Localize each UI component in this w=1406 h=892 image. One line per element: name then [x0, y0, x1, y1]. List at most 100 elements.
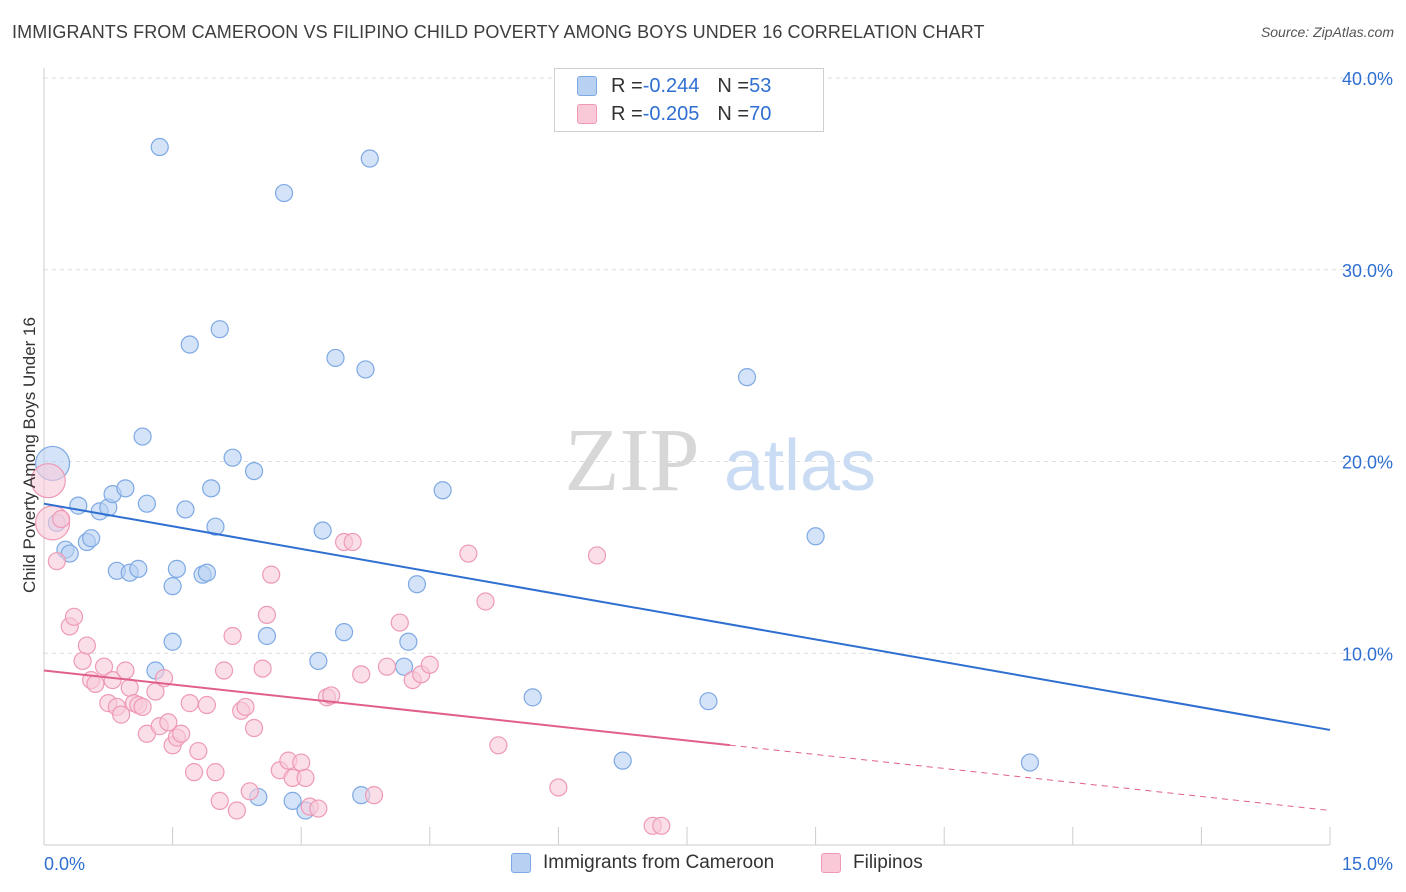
point-filipinos: [77, 636, 96, 655]
point-filipinos: [240, 782, 259, 801]
point-filipinos: [210, 791, 229, 810]
x-tick-label-min: 0.0%: [44, 854, 85, 874]
point-cameroon: [699, 692, 718, 711]
y-tick-label: 40.0%: [1342, 69, 1393, 89]
point-filipinos: [227, 801, 246, 820]
chart-title: IMMIGRANTS FROM CAMEROON VS FILIPINO CHI…: [12, 22, 985, 42]
point-cameroon: [326, 348, 345, 368]
trend-layer: [43, 502, 1331, 811]
legend-r-label: R =: [611, 102, 643, 125]
point-filipinos: [206, 763, 225, 782]
point-filipinos: [587, 546, 607, 565]
series-label-filipinos: Filipinos: [853, 852, 923, 873]
series-swatch-filipinos: [821, 853, 841, 873]
point-filipinos: [184, 763, 204, 782]
point-filipinos: [390, 613, 409, 632]
y-tick-label: 20.0%: [1342, 453, 1393, 473]
point-cameroon: [180, 335, 199, 354]
x-tick-label-max: 15.0%: [1342, 854, 1393, 874]
point-filipinos: [262, 565, 281, 584]
point-filipinos: [309, 799, 328, 818]
series-legend-filipinos[interactable]: Filipinos: [821, 852, 923, 874]
stats-legend: R = -0.244 N = 53 R = -0.205 N = 70: [554, 68, 824, 132]
trendline-filipinos: [43, 669, 730, 747]
y-tick-label: 10.0%: [1342, 644, 1393, 664]
point-cameroon: [806, 527, 825, 546]
point-filipinos: [116, 661, 135, 680]
trendline-filipinos-extension: [729, 744, 1331, 811]
points-layer: [30, 137, 1040, 835]
point-cameroon: [206, 517, 225, 536]
point-cameroon: [167, 559, 186, 578]
point-cameroon: [356, 360, 375, 379]
point-filipinos: [352, 665, 371, 684]
tick-labels: 10.0% 20.0% 30.0% 40.0% 0.0% 15.0%: [44, 69, 1393, 874]
point-cameroon: [433, 481, 452, 500]
point-filipinos: [73, 651, 92, 671]
legend-n-label: N =: [717, 102, 750, 125]
legend-r-label: R =: [611, 74, 643, 97]
point-filipinos: [94, 657, 114, 676]
watermark-atlas: atlas: [724, 426, 876, 506]
point-filipinos: [343, 532, 362, 552]
point-filipinos: [120, 678, 139, 697]
point-filipinos: [244, 718, 264, 738]
point-cameroon: [523, 688, 542, 707]
point-cameroon: [283, 791, 302, 810]
point-cameroon: [737, 368, 757, 387]
point-filipinos: [133, 697, 152, 717]
trendline-cameroon: [43, 502, 1331, 731]
point-filipinos: [159, 713, 178, 732]
point-cameroon: [116, 479, 135, 498]
point-cameroon: [257, 626, 277, 646]
point-cameroon: [274, 183, 294, 203]
legend-n-label: N =: [717, 74, 750, 97]
point-cameroon: [133, 427, 152, 446]
legend-swatch-filipinos: [577, 104, 597, 124]
point-filipinos: [420, 655, 439, 674]
point-cameroon: [163, 577, 182, 596]
legend-row-filipinos: R = -0.205 N = 70: [577, 102, 771, 126]
point-cameroon: [244, 461, 264, 481]
point-filipinos: [652, 816, 671, 835]
point-filipinos: [223, 626, 242, 646]
point-cameroon: [82, 529, 101, 548]
point-cameroon: [163, 632, 182, 651]
point-cameroon: [334, 623, 354, 642]
point-cameroon: [613, 751, 632, 770]
series-swatch-cameroon: [511, 853, 531, 873]
point-filipinos: [86, 674, 105, 694]
point-filipinos: [103, 670, 122, 690]
source-label: Source: ZipAtlas.com: [1260, 24, 1394, 40]
legend-r-value: -0.205: [642, 102, 700, 125]
legend-swatch-cameroon: [577, 76, 597, 96]
legend-n-value: 53: [749, 74, 772, 97]
point-filipinos: [292, 753, 311, 772]
point-cameroon: [309, 651, 328, 671]
point-filipinos: [257, 605, 277, 625]
point-filipinos: [549, 778, 568, 797]
point-filipinos: [476, 592, 495, 611]
point-cameroon: [313, 521, 332, 540]
point-cameroon: [202, 479, 221, 498]
point-filipinos: [189, 741, 208, 761]
point-cameroon: [197, 563, 216, 582]
series-legend-cameroon[interactable]: Immigrants from Cameroon: [511, 852, 774, 874]
point-filipinos: [322, 686, 341, 705]
point-filipinos: [214, 661, 234, 680]
grid-layer: [44, 77, 1392, 654]
point-filipinos: [64, 607, 84, 626]
point-cameroon: [407, 575, 427, 594]
series-legend: Immigrants from Cameroon Filipinos: [0, 852, 1406, 878]
point-filipinos: [180, 694, 199, 713]
point-cameroon: [1020, 753, 1040, 772]
y-axis-label: Child Poverty Among Boys Under 16: [20, 317, 39, 593]
point-filipinos: [236, 697, 255, 717]
legend-n-value: 70: [749, 102, 772, 125]
point-filipinos: [489, 736, 508, 755]
point-filipinos: [377, 657, 397, 676]
point-cameroon: [137, 494, 156, 513]
point-cameroon: [360, 149, 379, 168]
point-filipinos: [47, 552, 66, 571]
